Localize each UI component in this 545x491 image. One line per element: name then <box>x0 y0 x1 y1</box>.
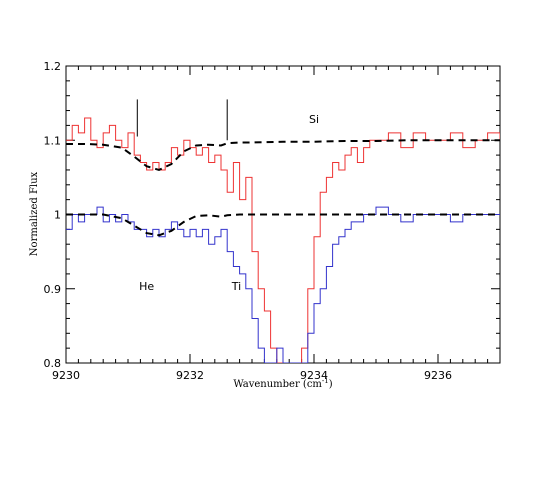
x-tick-label: 9230 <box>52 369 80 382</box>
x-tick-label: 9232 <box>176 369 204 382</box>
model-fit-2 <box>66 139 500 172</box>
series-red-0 <box>66 117 500 363</box>
y-tick-label: 0.8 <box>44 357 62 370</box>
y-tick-label: 1 <box>54 209 61 222</box>
tick-labels: 9230 9232 9234 9236 0.8 0.9 1 1.1 1.2 <box>44 60 453 382</box>
label-he: He <box>139 280 154 293</box>
label-si: Si <box>309 113 319 126</box>
series-layer <box>66 117 500 363</box>
y-tick-label: 0.9 <box>44 283 62 296</box>
x-tick-label: 9236 <box>424 369 452 382</box>
x-tick-label: 9234 <box>300 369 328 382</box>
x-axis-title: Wavenumber (cm-1) <box>233 377 332 390</box>
markers-layer <box>136 99 228 141</box>
series-blue-1 <box>66 206 500 363</box>
y-tick-label: 1.1 <box>44 134 62 147</box>
annotations-layer: Si He Ti <box>139 113 319 293</box>
y-tick-label: 1.2 <box>44 60 62 73</box>
model-fit-3 <box>66 213 500 237</box>
y-axis-title: Normalized Flux <box>29 171 40 256</box>
label-ti: Ti <box>231 280 241 293</box>
